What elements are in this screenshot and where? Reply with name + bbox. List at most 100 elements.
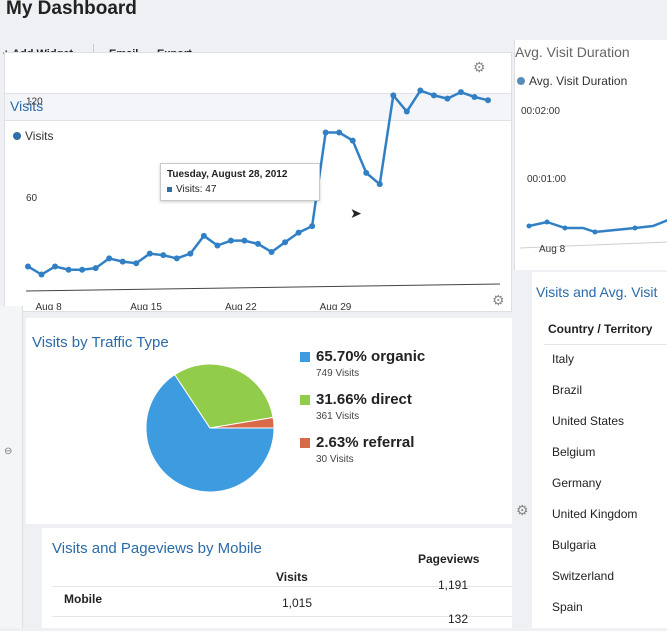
- tooltip-date: Tuesday, August 28, 2012: [167, 169, 288, 180]
- avg-duration-title: Avg. Visit Duration: [515, 44, 630, 60]
- country-widget: Visits and Avg. Visit Country / Territor…: [532, 272, 667, 628]
- legend-visits: 30 Visits: [316, 454, 354, 465]
- visits-data-point: [25, 263, 31, 270]
- traffic-legend-item[interactable]: 65.70% organic 749 Visits: [300, 348, 500, 379]
- mobile-widget-title: Visits and Pageviews by Mobile: [52, 540, 262, 557]
- x-tick-label: Aug 22: [225, 302, 257, 310]
- visits-data-point: [38, 271, 45, 278]
- legend-swatch: [300, 395, 310, 406]
- mobile-row1-pageviews: 1,191: [438, 578, 469, 592]
- country-column-header: Country / Territory: [548, 322, 653, 336]
- avg-duration-legend-dot-icon: [517, 77, 525, 85]
- visits-data-point: [390, 92, 397, 99]
- chart-tooltip: Tuesday, August 28, 2012 Visits: 47: [160, 163, 320, 201]
- visits-data-point: [106, 255, 113, 262]
- avg-duration-line: [519, 219, 667, 249]
- visits-data-point: [227, 237, 234, 244]
- mobile-col-header: Mobile: [64, 592, 102, 606]
- pie-slice-direct[interactable]: [174, 363, 274, 429]
- pie-slice-referral[interactable]: [209, 416, 275, 429]
- country-row[interactable]: Spain: [552, 600, 583, 614]
- page-title: My Dashboard: [6, 0, 137, 19]
- traffic-legend-item[interactable]: 31.66% direct 361 Visits: [300, 391, 500, 422]
- mobile-row1-visits: 1,015: [282, 596, 313, 610]
- visits-data-point: [200, 232, 207, 239]
- visits-legend-label: Visits: [25, 129, 54, 143]
- legend-swatch: [300, 352, 310, 363]
- visits-data-point: [430, 92, 437, 99]
- widget-settings-gear-icon[interactable]: ⚙: [492, 292, 505, 308]
- tooltip-value: Visits: 47: [167, 184, 313, 195]
- legend-percent: 2.63% referral: [316, 434, 415, 451]
- tooltip-swatch: [167, 186, 172, 192]
- traffic-settings-gear-icon[interactable]: ⚙: [516, 502, 529, 518]
- avg-duration-legend-label: Avg. Visit Duration: [529, 74, 628, 88]
- visits-line-chart[interactable]: 60 120 Aug 8 Aug 15 Aug 22 Aug 29: [4, 52, 510, 310]
- visits-data-point: [376, 181, 383, 188]
- y-tick-label: 60: [26, 193, 38, 204]
- visits-data-point: [295, 229, 302, 236]
- country-widget-title: Visits and Avg. Visit: [536, 284, 658, 300]
- pie-slice-organic[interactable]: [145, 373, 275, 493]
- visits-data-point: [403, 108, 410, 115]
- visits-data-point: [255, 240, 261, 247]
- country-header-divider: [544, 344, 667, 345]
- collapse-icon[interactable]: ⊖: [4, 446, 13, 457]
- visits-data-point: [133, 260, 140, 267]
- visits-data-point: [349, 137, 356, 144]
- traffic-type-widget: Visits by Traffic Type 65.70% organic 749…: [26, 318, 512, 524]
- tooltip-label: Visits: 47: [176, 184, 217, 195]
- legend-percent: 31.66% direct: [316, 391, 412, 408]
- mouse-cursor-icon: ➤: [350, 205, 362, 221]
- visits-data-point: [65, 266, 72, 273]
- traffic-pie-chart[interactable]: [144, 362, 276, 494]
- country-row[interactable]: Brazil: [552, 383, 583, 397]
- avg-duration-ytick-1m: 00:01:00: [527, 174, 566, 185]
- mobile-header-divider: [52, 586, 512, 587]
- visits-data-point: [457, 89, 464, 96]
- legend-visits: 361 Visits: [316, 411, 360, 422]
- visits-data-point: [309, 223, 316, 230]
- country-row[interactable]: Germany: [552, 476, 602, 490]
- visits-data-point: [417, 87, 424, 94]
- visits-data-point: [214, 242, 221, 249]
- avg-duration-widget: Avg. Visit Duration Avg. Visit Duration …: [514, 40, 667, 270]
- y-tick-label: 120: [26, 96, 43, 107]
- legend-visits: 749 Visits: [316, 368, 360, 379]
- visits-data-point: [268, 248, 275, 255]
- visits-data-point: [471, 93, 478, 100]
- visits-data-point: [92, 265, 99, 272]
- traffic-legend-item[interactable]: 2.63% referral 30 Visits: [300, 434, 500, 465]
- visits-data-point: [241, 237, 248, 244]
- x-tick-label: Aug 29: [320, 302, 352, 310]
- mobile-widget: Visits and Pageviews by Mobile Visits Pa…: [42, 528, 512, 628]
- country-row[interactable]: United Kingdom: [552, 507, 638, 521]
- legend-percent: 65.70% organic: [316, 348, 426, 365]
- country-row[interactable]: Bulgaria: [552, 538, 597, 552]
- country-row[interactable]: Belgium: [552, 445, 596, 459]
- x-tick-label: Aug 15: [130, 302, 162, 310]
- country-row[interactable]: United States: [552, 414, 625, 428]
- visits-legend-dot-icon: [13, 132, 21, 140]
- mobile-pageviews-header: Pageviews: [418, 552, 480, 566]
- visits-data-point: [336, 129, 343, 136]
- avg-duration-xtick: Aug 8: [539, 244, 566, 255]
- visits-data-point: [485, 97, 491, 104]
- visits-data-point: [119, 258, 126, 265]
- country-row[interactable]: Switzerland: [552, 569, 615, 583]
- avg-duration-legend: Avg. Visit Duration: [517, 74, 627, 88]
- visits-data-point: [187, 250, 194, 257]
- visits-data-point: [363, 169, 370, 176]
- country-row[interactable]: Italy: [552, 352, 575, 366]
- visits-legend: Visits: [13, 129, 53, 143]
- x-tick-label: Aug 8: [36, 302, 63, 310]
- mobile-row2-pageviews: 132: [448, 612, 469, 626]
- visits-data-point: [444, 95, 451, 102]
- visits-data-point: [282, 239, 289, 246]
- traffic-legend: 65.70% organic 749 Visits 31.66% direct 361…: [300, 348, 500, 477]
- left-sidebar-strip: ⊖: [0, 306, 23, 628]
- mobile-row-divider: [52, 616, 512, 617]
- visits-settings-gear-icon[interactable]: ⚙: [473, 59, 486, 75]
- visits-data-point: [322, 129, 329, 136]
- visits-data-point: [160, 252, 167, 259]
